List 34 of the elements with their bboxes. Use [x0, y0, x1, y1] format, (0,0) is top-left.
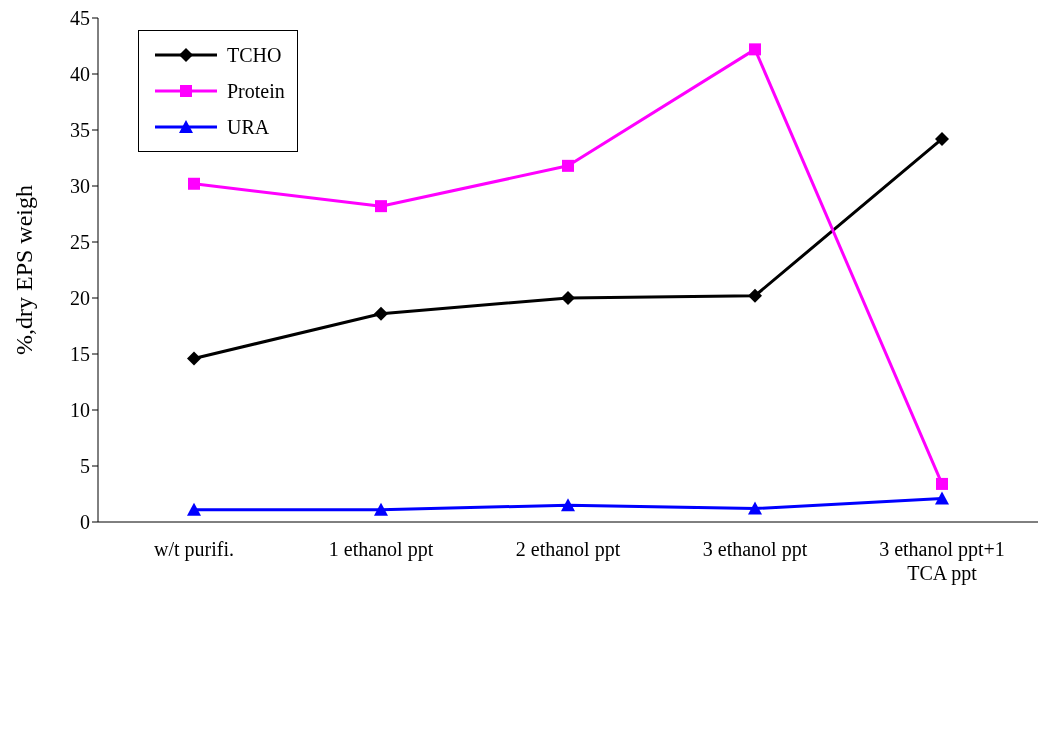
point [187, 351, 201, 366]
y-tick-label: 5 [80, 455, 90, 478]
x-tick-label: 2 ethanol ppt [515, 538, 621, 561]
point [748, 501, 762, 515]
y-tick-label: 45 [70, 7, 90, 30]
y-tick-label: 40 [70, 63, 90, 86]
x-tick-label: 1 ethanol ppt [328, 538, 434, 561]
point [374, 306, 388, 321]
y-tick-label: 20 [70, 287, 90, 310]
legend-label: TCHO [227, 43, 282, 67]
y-tick-label: 0 [80, 511, 90, 534]
point [936, 477, 948, 490]
x-tick-label: 3 ethanol ppt [702, 538, 808, 561]
y-tick-label: 25 [70, 231, 90, 254]
point [561, 498, 575, 512]
point [935, 491, 949, 505]
x-tick-label: 3 ethanol ppt+1 TCA ppt [879, 538, 1005, 585]
point [749, 43, 761, 56]
point [935, 131, 949, 146]
y-tick-label: 35 [70, 119, 90, 142]
legend-label: URA [227, 115, 270, 139]
point [374, 502, 388, 516]
point [375, 200, 387, 213]
y-tick-label: 30 [70, 175, 90, 198]
x-tick-label: w/t purifi. [154, 538, 234, 561]
point [562, 159, 574, 172]
point [561, 291, 575, 305]
y-axis-title: %,dry EPS weigh [10, 185, 37, 355]
legend-label: Protein [227, 79, 285, 103]
point [748, 288, 762, 303]
y-tick-label: 15 [70, 343, 90, 366]
point [188, 177, 200, 190]
y-tick-label: 10 [70, 399, 90, 422]
point [187, 502, 201, 516]
